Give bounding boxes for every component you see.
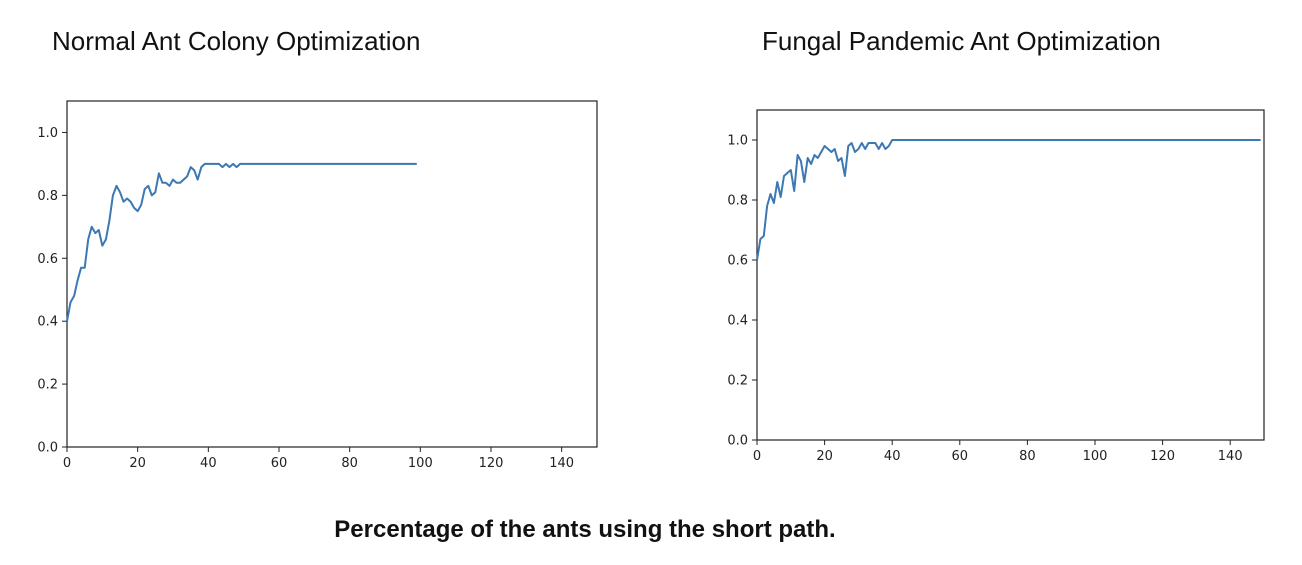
x-tick-label: 0 <box>753 449 761 464</box>
left-chart-title: Normal Ant Colony Optimization <box>52 26 421 56</box>
y-tick-label: 0.8 <box>727 194 748 209</box>
y-tick-label: 0.4 <box>37 315 58 330</box>
x-tick-label: 20 <box>816 449 833 464</box>
y-tick-label: 1.0 <box>37 126 58 141</box>
x-tick-label: 140 <box>1218 449 1243 464</box>
series-line <box>756 139 1261 261</box>
x-tick-label: 120 <box>479 456 504 471</box>
y-tick-label: 0.0 <box>37 441 58 456</box>
y-tick-label: 0.0 <box>727 434 748 449</box>
y-tick-label: 0.8 <box>37 189 58 204</box>
x-tick-label: 0 <box>63 456 71 471</box>
plot-frame <box>756 109 1265 441</box>
figure-caption: Percentage of the ants using the short p… <box>334 516 836 543</box>
x-tick-label: 20 <box>129 456 146 471</box>
y-tick-label: 0.6 <box>37 252 58 267</box>
x-tick-label: 140 <box>549 456 574 471</box>
plot-frame <box>66 100 598 448</box>
x-tick-label: 40 <box>200 456 217 471</box>
right-chart-title: Fungal Pandemic Ant Optimization <box>762 26 1161 56</box>
y-tick-label: 0.2 <box>37 378 58 393</box>
x-tick-label: 40 <box>884 449 901 464</box>
y-tick-label: 0.2 <box>727 374 748 389</box>
right-line-chart: 0 20 40 60 80 100 120 140 0.0 0.2 0.4 0.6 0.8 1.0 <box>727 109 1265 464</box>
x-tick-label: 60 <box>952 449 969 464</box>
y-tick-label: 0.4 <box>727 314 748 329</box>
series-line <box>66 162 417 322</box>
x-tick-label: 60 <box>271 456 288 471</box>
x-tick-label: 100 <box>1083 449 1108 464</box>
x-tick-label: 100 <box>408 456 433 471</box>
x-tick-label: 80 <box>341 456 358 471</box>
left-line-chart: 0 20 40 60 80 100 120 140 0.0 0.2 0.4 0.6 0.8 1.0 <box>37 100 598 471</box>
y-tick-label: 0.6 <box>727 254 748 269</box>
y-tick-label: 1.0 <box>727 134 748 149</box>
x-tick-label: 120 <box>1150 449 1175 464</box>
x-tick-label: 80 <box>1019 449 1036 464</box>
